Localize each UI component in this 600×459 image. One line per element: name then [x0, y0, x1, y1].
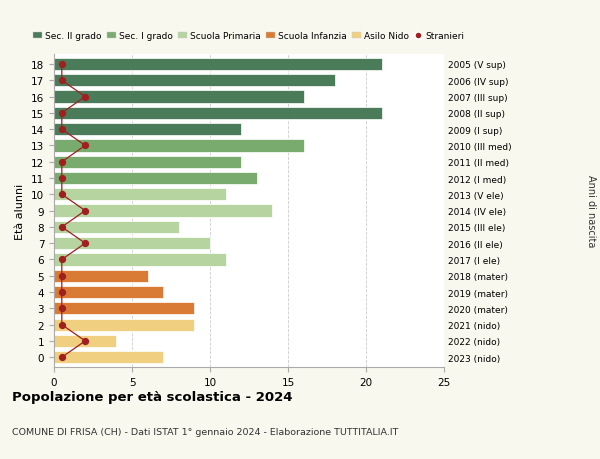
Bar — [54, 286, 163, 298]
Point — [57, 224, 67, 231]
Point — [57, 321, 67, 329]
Text: COMUNE DI FRISA (CH) - Dati ISTAT 1° gennaio 2024 - Elaborazione TUTTITALIA.IT: COMUNE DI FRISA (CH) - Dati ISTAT 1° gen… — [12, 427, 398, 436]
Bar — [54, 124, 241, 136]
Text: Anni di nascita: Anni di nascita — [586, 175, 596, 247]
Bar — [54, 140, 304, 152]
Bar — [54, 302, 194, 315]
Point — [57, 78, 67, 85]
Point — [80, 207, 90, 215]
Point — [80, 337, 90, 345]
Point — [57, 61, 67, 68]
Point — [57, 126, 67, 134]
Bar — [54, 335, 116, 347]
Point — [57, 305, 67, 312]
Bar — [54, 221, 179, 234]
Text: Popolazione per età scolastica - 2024: Popolazione per età scolastica - 2024 — [12, 390, 293, 403]
Bar — [54, 319, 194, 331]
Point — [57, 273, 67, 280]
Bar — [54, 107, 382, 120]
Bar — [54, 75, 335, 87]
Point — [57, 354, 67, 361]
Point — [80, 142, 90, 150]
Point — [57, 110, 67, 117]
Y-axis label: Età alunni: Età alunni — [16, 183, 25, 239]
Bar — [54, 59, 382, 71]
Bar — [54, 351, 163, 364]
Legend: Sec. II grado, Sec. I grado, Scuola Primaria, Scuola Infanzia, Asilo Nido, Stran: Sec. II grado, Sec. I grado, Scuola Prim… — [34, 32, 464, 41]
Bar — [54, 270, 148, 282]
Point — [57, 191, 67, 199]
Point — [57, 159, 67, 166]
Point — [80, 94, 90, 101]
Bar — [54, 173, 257, 185]
Bar — [54, 205, 272, 217]
Bar — [54, 254, 226, 266]
Point — [57, 289, 67, 296]
Point — [57, 175, 67, 182]
Bar — [54, 156, 241, 168]
Bar — [54, 91, 304, 103]
Bar — [54, 189, 226, 201]
Bar — [54, 238, 210, 250]
Point — [57, 256, 67, 263]
Point — [80, 240, 90, 247]
